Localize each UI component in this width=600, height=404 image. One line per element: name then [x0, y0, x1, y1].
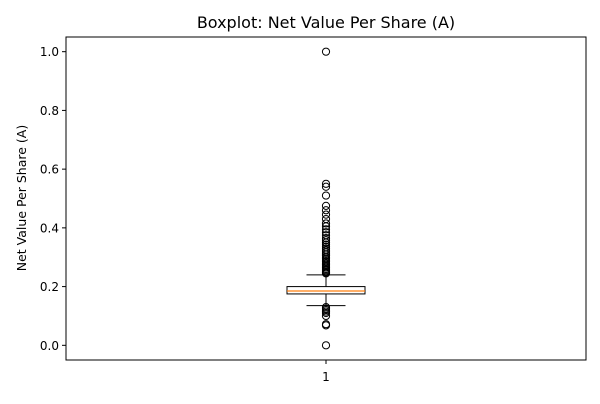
outlier-point: [321, 236, 331, 245]
outlier-point: [321, 269, 331, 278]
y-tick-label: 0.0: [40, 339, 59, 353]
outlier-point: [321, 308, 331, 318]
x-axis-ticks: 1: [322, 360, 330, 384]
outlier-point: [321, 219, 331, 228]
outlier-point: [321, 228, 331, 237]
y-tick-label: 0.8: [40, 104, 59, 118]
outlier-point: [321, 234, 331, 243]
outlier-point: [321, 179, 331, 188]
outlier-point: [321, 210, 331, 219]
y-axis-ticks: 0.0 0.2 0.4 0.6 0.8 1.0: [40, 45, 66, 353]
x-tick-label: 1: [322, 370, 330, 384]
chart-title: Boxplot: Net Value Per Share (A): [197, 13, 455, 32]
y-tick-label: 0.6: [40, 163, 59, 177]
y-axis-label: Net Value Per Share (A): [14, 125, 29, 271]
outlier-point: [321, 201, 331, 210]
outlier-point: [321, 191, 331, 200]
outlier-point: [321, 206, 331, 215]
outlier-point: [321, 225, 331, 234]
y-tick-label: 0.2: [40, 280, 59, 294]
outlier-points: [321, 47, 331, 350]
outlier-point: [321, 182, 331, 191]
outlier-point: [321, 321, 331, 330]
plot-area-frame: [65, 36, 587, 361]
y-tick-label: 1.0: [40, 45, 59, 59]
outlier-point: [321, 47, 331, 56]
y-tick-label: 0.4: [40, 221, 59, 235]
outlier-point: [321, 222, 331, 231]
outlier-point: [321, 341, 331, 350]
outlier-point: [321, 311, 331, 321]
interquartile-box: [286, 286, 366, 295]
